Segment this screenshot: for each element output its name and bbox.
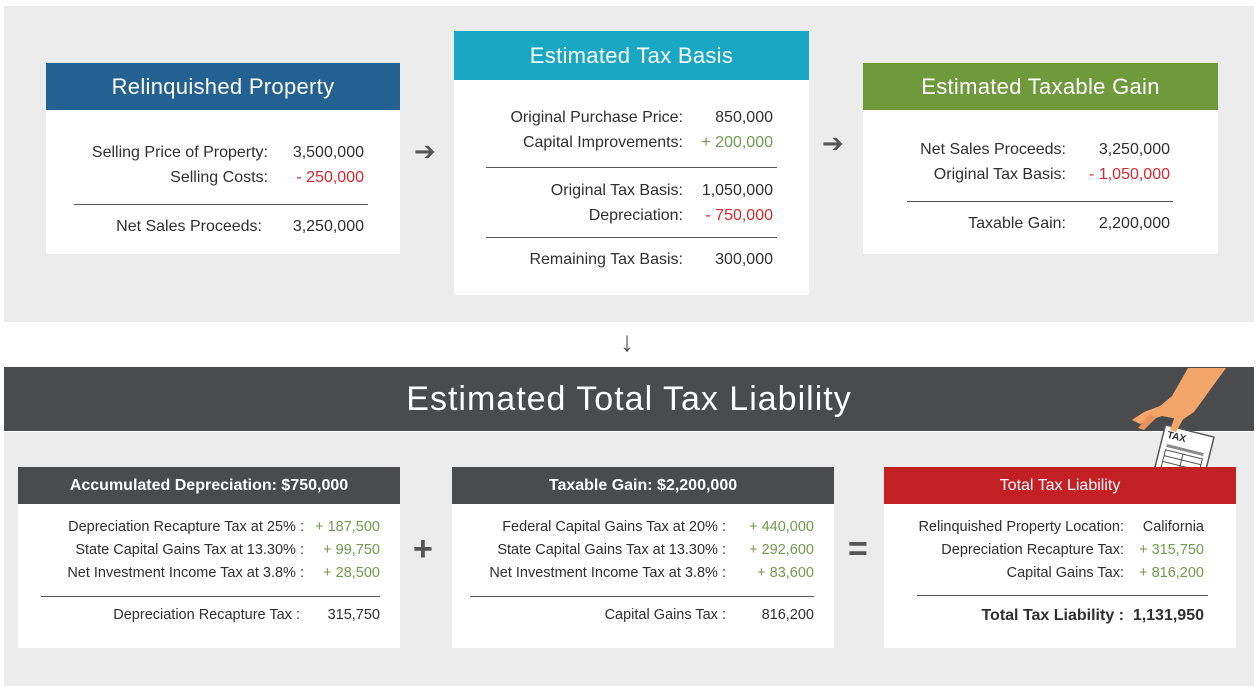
depreciation-row: State Capital Gains Tax at 13.30% : + 99… (20, 539, 380, 562)
total-tax-liability-card: Total Tax Liability Relinquished Propert… (884, 467, 1236, 648)
row-value: + 99,750 (323, 542, 380, 558)
row-value: 3,250,000 (1098, 141, 1170, 158)
divider (486, 237, 777, 238)
row-label: Selling Costs: (170, 169, 268, 186)
basis-row: Original Tax Basis: 1,050,000 (453, 178, 773, 203)
row-label: Original Tax Basis: (933, 166, 1066, 183)
row-label: Net Investment Income Tax at 3.8% : (489, 565, 726, 581)
basis-row: Capital Improvements: + 200,000 (453, 130, 773, 155)
gain-total-row: Taxable Gain: 2,200,000 (860, 211, 1170, 236)
row-label: Capital Improvements: (522, 134, 683, 151)
relinquished-row: Selling Price of Property: 3,500,000 (54, 140, 364, 165)
capital-row: Net Investment Income Tax at 3.8% : + 83… (454, 562, 814, 585)
gain-row: Original Tax Basis: - 1,050,000 (860, 162, 1170, 187)
total-value: 315,750 (327, 607, 380, 623)
total-label: Net Sales Proceeds: (116, 218, 262, 235)
row-label: Federal Capital Gains Tax at 20% : (502, 519, 726, 535)
total-value: 816,200 (761, 607, 814, 623)
liability-row: Depreciation Recapture Tax: + 315,750 (864, 539, 1204, 562)
row-label: Selling Price of Property: (91, 144, 268, 161)
taxable-gain-title: Taxable Gain: $2,200,000 (452, 467, 834, 504)
row-value: + 28,500 (323, 565, 380, 581)
relinquished-property-card: Relinquished Property Selling Price of P… (46, 63, 400, 254)
row-value: + 83,600 (757, 565, 814, 581)
depreciation-row: Net Investment Income Tax at 3.8% : + 28… (20, 562, 380, 585)
row-value: + 315,750 (1139, 542, 1204, 558)
row-value: California (1142, 519, 1204, 535)
total-label: Remaining Tax Basis: (529, 251, 683, 268)
estimated-total-tax-liability-banner: Estimated Total Tax Liability (4, 367, 1254, 431)
estimated-tax-basis-card: Estimated Tax Basis Original Purchase Pr… (454, 31, 809, 295)
capital-total-row: Capital Gains Tax : 816,200 (454, 604, 814, 627)
basis-total-row: Remaining Tax Basis: 300,000 (453, 247, 773, 272)
divider (907, 201, 1173, 202)
equals-icon: = (848, 530, 868, 568)
row-label: State Capital Gains Tax at 13.30% : (75, 542, 304, 558)
row-value: + 816,200 (1139, 565, 1204, 581)
row-value: - 1,050,000 (1089, 166, 1170, 183)
arrow-right-icon: ➔ (822, 128, 844, 158)
tax-form-label: TAX (1166, 430, 1188, 445)
liability-row: Capital Gains Tax: + 816,200 (864, 562, 1204, 585)
relinquished-row: Selling Costs: - 250,000 (54, 165, 364, 190)
row-label: Original Tax Basis: (550, 182, 683, 199)
divider (74, 204, 368, 205)
arrow-right-icon: ➔ (414, 136, 436, 166)
row-label: Capital Gains Tax: (1006, 565, 1124, 581)
row-label: Depreciation: (588, 207, 683, 224)
total-tax-liability-title: Total Tax Liability (884, 467, 1236, 504)
accumulated-depreciation-card: Accumulated Depreciation: $750,000 Depre… (18, 467, 400, 648)
estimated-tax-basis-title: Estimated Tax Basis (454, 31, 809, 80)
row-label: Original Purchase Price: (510, 109, 683, 126)
row-label: Net Sales Proceeds: (920, 141, 1066, 158)
liability-total-row: Total Tax Liability : 1,131,950 (864, 604, 1204, 627)
row-value: - 750,000 (705, 207, 773, 224)
row-label: Depreciation Recapture Tax: (941, 542, 1124, 558)
divider (917, 595, 1208, 596)
relinquished-total-row: Net Sales Proceeds: 3,250,000 (54, 214, 364, 239)
divider (486, 167, 777, 168)
arrow-down-icon: ↓ (620, 326, 634, 357)
total-value: 2,200,000 (1098, 215, 1170, 232)
row-label: Relinquished Property Location: (918, 519, 1124, 535)
row-value: + 200,000 (701, 134, 773, 151)
relinquished-property-title: Relinquished Property (46, 63, 400, 110)
row-label: Net Investment Income Tax at 3.8% : (67, 565, 304, 581)
plus-icon: + (413, 530, 433, 568)
row-label: Depreciation Recapture Tax at 25% : (68, 519, 304, 535)
row-value: + 187,500 (315, 519, 380, 535)
basis-row: Depreciation: - 750,000 (453, 203, 773, 228)
divider (41, 596, 380, 597)
total-value: 300,000 (715, 251, 773, 268)
estimated-taxable-gain-card: Estimated Taxable Gain Net Sales Proceed… (863, 63, 1218, 254)
accumulated-depreciation-title: Accumulated Depreciation: $750,000 (18, 467, 400, 504)
gain-row: Net Sales Proceeds: 3,250,000 (860, 137, 1170, 162)
depreciation-total-row: Depreciation Recapture Tax : 315,750 (20, 604, 380, 627)
row-value: - 250,000 (296, 169, 364, 186)
total-label: Depreciation Recapture Tax : (113, 607, 300, 623)
capital-row: State Capital Gains Tax at 13.30% : + 29… (454, 539, 814, 562)
divider (470, 596, 814, 597)
row-value: 850,000 (715, 109, 773, 126)
taxable-gain-card: Taxable Gain: $2,200,000 Federal Capital… (452, 467, 834, 648)
row-value: + 440,000 (749, 519, 814, 535)
row-value: 3,500,000 (292, 144, 364, 161)
basis-row: Original Purchase Price: 850,000 (453, 105, 773, 130)
row-value: 1,050,000 (701, 182, 773, 199)
depreciation-row: Depreciation Recapture Tax at 25% : + 18… (20, 516, 380, 539)
row-value: + 292,600 (749, 542, 814, 558)
capital-row: Federal Capital Gains Tax at 20% : + 440… (454, 516, 814, 539)
row-label: State Capital Gains Tax at 13.30% : (497, 542, 726, 558)
total-label: Taxable Gain: (968, 215, 1066, 232)
estimated-taxable-gain-title: Estimated Taxable Gain (863, 63, 1218, 110)
total-label: Capital Gains Tax : (604, 607, 726, 623)
total-value: 1,131,950 (1132, 607, 1204, 624)
total-value: 3,250,000 (292, 218, 364, 235)
liability-row: Relinquished Property Location: Californ… (864, 516, 1204, 539)
total-label: Total Tax Liability : (981, 607, 1124, 624)
